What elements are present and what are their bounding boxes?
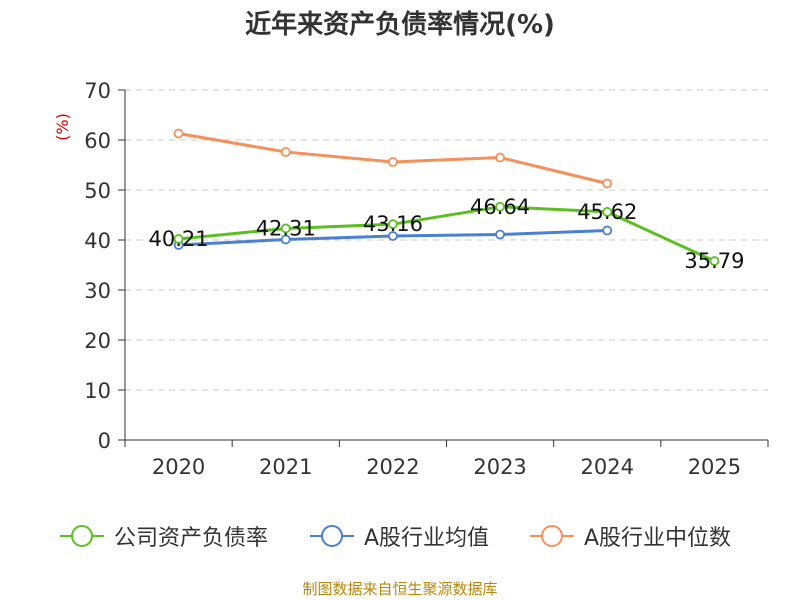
data-point bbox=[709, 256, 720, 266]
series-line bbox=[178, 205, 716, 263]
x-tick-label: 2023 bbox=[473, 455, 526, 479]
chart-legend: 公司资产负债率 A股行业均值 A股行业中位数 bbox=[0, 518, 800, 558]
data-point bbox=[280, 234, 291, 245]
data-label: 46.64 bbox=[470, 195, 530, 219]
data-point bbox=[388, 157, 398, 167]
y-tick-label: 0 bbox=[98, 429, 111, 453]
legend-marker-icon bbox=[530, 525, 574, 547]
data-label: 42.31 bbox=[256, 216, 316, 240]
x-tick-label: 2021 bbox=[259, 455, 312, 479]
data-point bbox=[280, 223, 291, 234]
data-label: 43.16 bbox=[363, 212, 423, 236]
x-tick-label: 2025 bbox=[688, 455, 741, 479]
y-tick-label: 70 bbox=[84, 79, 111, 103]
data-point bbox=[388, 231, 398, 241]
legend-item[interactable]: 公司资产负债率 bbox=[58, 518, 268, 554]
legend-item[interactable]: A股行业中位数 bbox=[528, 518, 731, 554]
legend-label: 公司资产负债率 bbox=[114, 526, 269, 551]
data-point bbox=[173, 234, 184, 244]
chart-title: 近年来资产负债率情况(%) bbox=[245, 10, 555, 40]
data-point bbox=[495, 152, 505, 163]
legend-marker-icon bbox=[310, 525, 354, 547]
legend-label: A股行业中位数 bbox=[584, 526, 732, 551]
y-axis-label: (%) bbox=[53, 113, 72, 141]
data-source-note: 制图数据来自恒生聚源数据库 bbox=[302, 580, 498, 598]
y-tick-label: 40 bbox=[84, 229, 111, 253]
data-point bbox=[495, 229, 505, 240]
data-point bbox=[602, 206, 613, 217]
x-tick-label: 2020 bbox=[152, 455, 205, 479]
data-label: 45.62 bbox=[577, 200, 637, 224]
x-tick-label: 2024 bbox=[581, 455, 634, 479]
y-tick-label: 20 bbox=[84, 329, 111, 353]
legend-marker-icon bbox=[60, 525, 104, 547]
y-tick-label: 10 bbox=[84, 379, 111, 403]
data-point bbox=[602, 225, 613, 236]
data-point bbox=[280, 147, 291, 157]
data-label: 35.79 bbox=[684, 249, 744, 273]
y-tick-label: 30 bbox=[84, 279, 111, 303]
legend-label: A股行业均值 bbox=[364, 526, 490, 551]
data-point bbox=[602, 178, 613, 189]
y-tick-label: 60 bbox=[84, 129, 111, 153]
legend-item[interactable]: A股行业均值 bbox=[308, 518, 489, 554]
x-tick-label: 2022 bbox=[366, 455, 419, 479]
data-point bbox=[388, 219, 398, 230]
data-point bbox=[173, 128, 184, 139]
data-point bbox=[495, 201, 505, 212]
data-label: 40.21 bbox=[149, 227, 209, 251]
y-tick-label: 50 bbox=[84, 179, 111, 203]
